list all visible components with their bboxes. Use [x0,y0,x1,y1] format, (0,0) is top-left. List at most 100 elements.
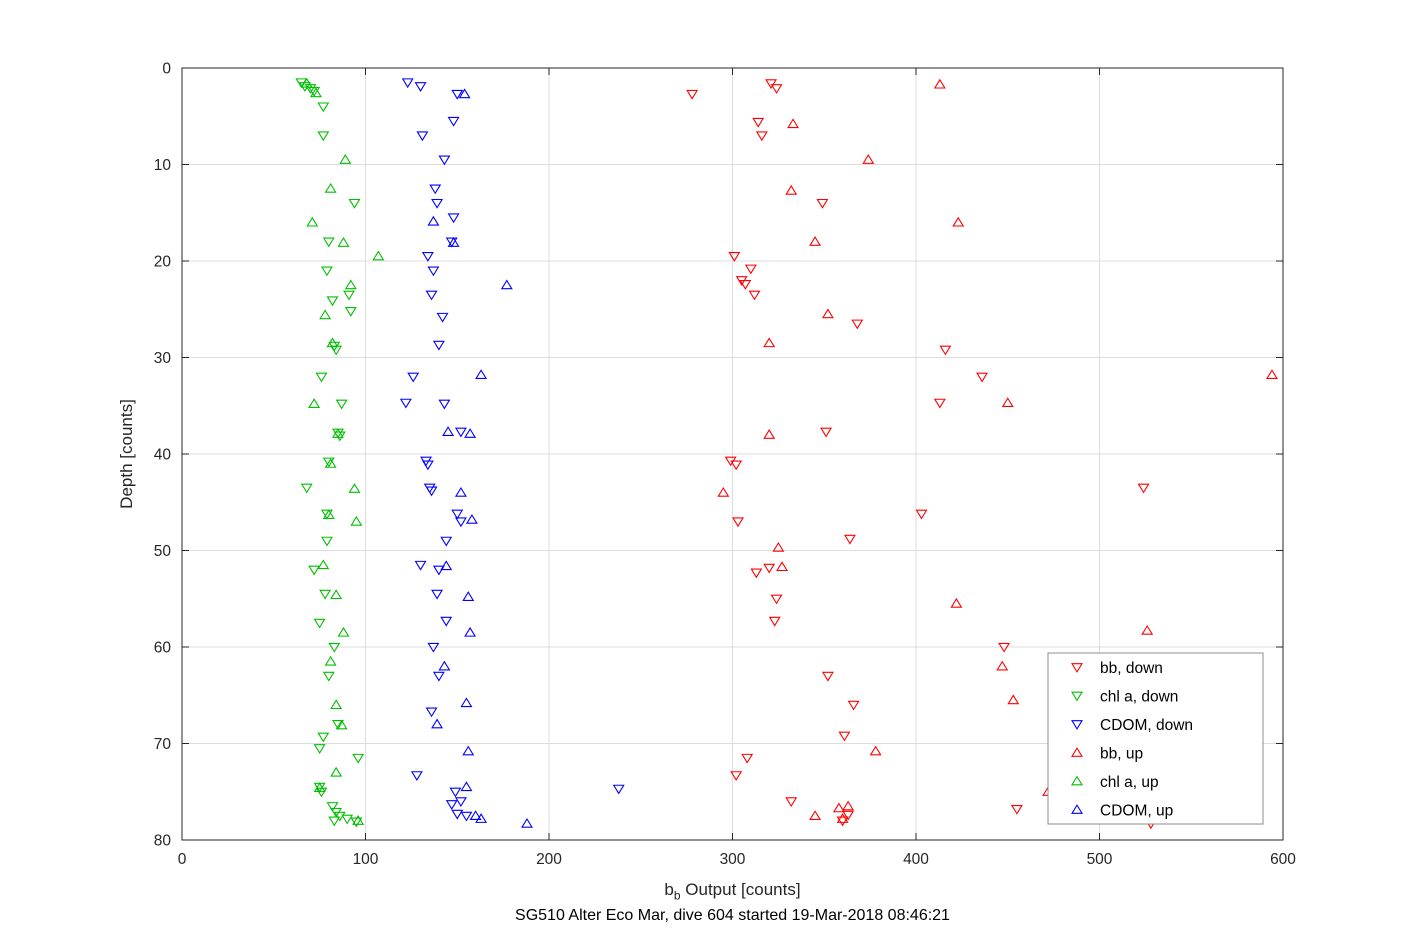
data-point-marker [322,237,335,248]
data-point-marker [732,517,744,528]
data-point-marker [324,182,337,193]
data-point-marker [770,84,783,94]
data-point-marker [1010,804,1023,815]
data-point-marker [438,155,451,166]
x-axis-label: bb Output [counts] [182,880,1283,902]
data-point-marker [744,264,757,275]
data-point-marker [440,536,453,547]
data-point-marker [449,787,462,798]
data-point-marker [842,810,855,821]
data-point-marker [454,797,467,808]
data-point-marker [836,816,849,827]
x-axis-label-base: b [664,880,674,899]
data-point-marker [317,732,330,743]
data-point-marker [308,87,321,97]
y-tick-label: 10 [154,157,172,174]
data-point-marker [352,815,365,825]
data-point-marker [300,77,313,88]
data-point-marker [416,131,429,142]
data-point-marker [429,184,442,195]
data-point-marker [851,319,864,330]
data-point-marker [339,154,352,164]
legend-item-cdom-down: CDOM, down [1071,717,1193,734]
data-point-marker [421,460,434,471]
data-point-marker [832,802,845,813]
x-tick-label: 600 [1270,851,1296,868]
data-point-marker [335,719,348,730]
data-point-marker [776,561,789,572]
data-point-marker [1007,694,1020,705]
series-bb-down [686,79,1157,830]
data-point-marker [612,784,625,795]
data-point-marker [1137,483,1150,494]
data-point-marker [308,565,321,576]
data-point-marker [324,457,337,468]
data-point-marker [1071,804,1083,814]
data-point-marker [451,89,464,100]
data-point-marker [996,660,1009,671]
legend-item-bb-up: bb, up [1071,745,1143,762]
data-point-marker [407,372,420,383]
data-point-marker [320,509,333,520]
data-point-marker [842,800,855,811]
x-tick-label: 200 [536,851,562,868]
data-point-marker [319,589,332,600]
data-point-marker [821,308,834,319]
data-point-marker [399,398,412,409]
data-point-marker [333,431,346,442]
data-point-marker [337,237,350,247]
legend-label: bb, up [1100,745,1143,762]
legend-box [1047,652,1264,825]
data-point-marker [442,426,455,436]
x-tick-label: 400 [903,851,929,868]
data-point-marker [300,483,313,494]
x-tick-label: 300 [720,851,746,868]
data-point-marker [1071,747,1083,757]
data-point-marker [425,290,438,301]
data-point-marker [436,312,449,323]
data-point-marker [458,88,471,99]
y-tick-label: 0 [162,61,171,78]
data-point-marker [322,509,335,519]
data-point-marker [748,290,761,301]
data-point-marker [952,216,965,227]
data-point-marker [447,237,460,247]
data-point-marker [432,340,445,351]
legend-item-cdom-up: CDOM, up [1071,802,1173,819]
data-point-marker [1266,369,1278,380]
data-point-marker [763,337,776,348]
x-tick-label: 500 [1087,851,1113,868]
legend-label: chl a, up [1100,774,1159,791]
data-point-marker [454,427,467,438]
data-point-marker [324,655,337,666]
gridlines [181,67,1284,841]
data-point-marker [770,594,783,605]
data-point-marker [787,118,800,129]
data-point-marker [320,266,333,277]
legend: bb, down chl a, down CDOM, down bb, up chl a… [1047,652,1264,825]
legend-label: CDOM, down [1100,717,1193,734]
data-point-marker [432,565,445,576]
data-point-marker [431,198,444,209]
data-point-marker [836,813,849,823]
y-tick-label: 80 [154,833,172,850]
legend-marker-cdom-up [1071,804,1083,814]
data-point-marker [475,813,488,823]
data-point-marker [343,290,355,301]
data-point-marker [500,279,513,290]
data-point-marker [313,782,326,793]
data-point-marker [331,428,344,439]
data-point-marker [414,82,427,92]
data-point-marker [460,697,473,708]
data-point-marker [423,483,436,494]
data-point-marker [809,236,822,246]
data-point-marker [869,745,882,756]
data-point-marker [337,626,350,637]
data-point-marker [308,398,321,408]
series-chl-a-up [300,77,385,825]
legend-item-bb-down: bb, down [1071,660,1163,677]
data-point-marker [838,731,851,742]
data-point-marker [350,515,363,526]
data-point-marker [309,87,322,98]
